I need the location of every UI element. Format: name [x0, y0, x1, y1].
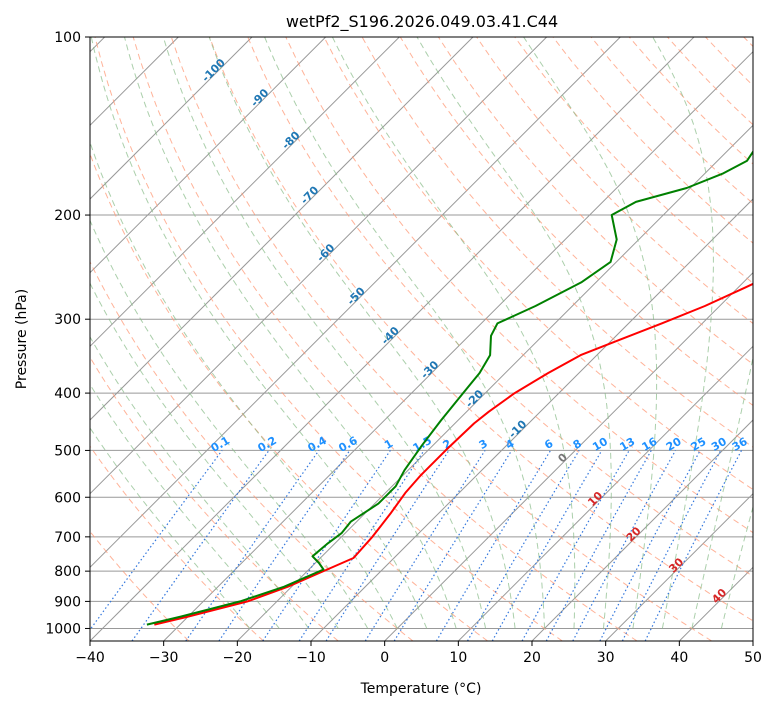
mixing-ratio-line: [521, 450, 630, 641]
isotherm-grid: [90, 37, 753, 641]
x-tick-label: −30: [149, 650, 179, 666]
y-tick-label: 500: [54, 443, 81, 459]
mixing-ratio-line: [572, 450, 677, 641]
x-axis: −40 −30 −20 −10 0 10 20 30 40 50: [75, 641, 762, 666]
x-tick-label: 10: [449, 650, 467, 666]
y-tick-label: 600: [54, 490, 81, 506]
y-tick-label: 200: [54, 208, 81, 224]
dry-adiabat-line: [90, 260, 414, 641]
y-axis-label: Pressure (hPa): [14, 289, 30, 389]
mixing-ratio-line: [621, 450, 722, 641]
y-tick-label: 100: [54, 30, 81, 46]
mixing-ratio-line: [325, 450, 450, 641]
dry-adiabat-line: [247, 37, 753, 577]
moist-adiabat-line: [720, 505, 753, 629]
mixing-ratio-line: [393, 450, 513, 641]
isotherm-line: [531, 419, 753, 641]
isotherm-line: [90, 37, 400, 348]
moist-adiabat-line: [90, 282, 339, 629]
moist-adiabat-line: [90, 37, 428, 629]
moist-adiabat-line: [264, 37, 545, 629]
dry-adiabat-line: [323, 37, 753, 491]
x-tick-label: −20: [223, 650, 253, 666]
y-tick-label: 800: [54, 564, 81, 580]
mixing-ratio-line: [644, 450, 743, 641]
x-tick-label: 20: [523, 650, 541, 666]
dry-adiabat-line: [285, 37, 753, 534]
isotherm-line: [163, 50, 753, 641]
dry-adiabat-line: [90, 356, 339, 641]
profiles: [146, 150, 753, 626]
y-tick-label: 300: [54, 312, 81, 328]
x-axis-label: Temperature (°C): [360, 681, 482, 697]
isobar-grid: [90, 37, 753, 629]
isotherm-line: [90, 37, 548, 495]
isotherm-line: [90, 37, 695, 641]
dry-adiabat-line: [476, 37, 753, 325]
moist-adiabat-line: [416, 37, 612, 629]
y-axis: 100 200 300 400 500 600 700 800 900 1000: [45, 30, 90, 637]
x-tick-label: 40: [670, 650, 688, 666]
dry-adiabats: [90, 37, 753, 641]
isotherm-line: [90, 37, 621, 569]
y-tick-label: 700: [54, 530, 81, 546]
dry-adiabat-line: [514, 37, 753, 284]
moist-adiabat-line: [523, 37, 658, 629]
temperature-profile-line: [154, 282, 753, 626]
mixing-ratio-line: [262, 450, 391, 641]
chart-title: wetPf2_S196.2026.049.03.41.C44: [286, 12, 558, 32]
y-tick-label: 900: [54, 594, 81, 610]
moist-adiabat-line: [90, 140, 398, 629]
moist-adiabats: [90, 37, 753, 629]
isotherm-line: [457, 345, 753, 641]
isotherm-line: [90, 37, 253, 200]
dry-adiabat-line: [90, 445, 264, 641]
moist-adiabat-line: [90, 336, 310, 629]
plot-frame: [89, 36, 754, 642]
x-tick-label: −40: [75, 650, 105, 666]
dry-adiabat-line: [170, 37, 712, 641]
mixing-ratio-line: [185, 450, 320, 641]
x-tick-label: 0: [380, 650, 389, 666]
isotherm-line: [384, 271, 753, 641]
x-tick-label: 30: [597, 650, 615, 666]
y-tick-label: 1000: [45, 621, 81, 637]
dewpoint-profile-line: [146, 150, 753, 626]
mixing-ratio-line: [218, 450, 351, 641]
moist-adiabat-line: [652, 37, 714, 629]
y-tick-label: 400: [54, 386, 81, 402]
isotherm-line: [236, 124, 753, 641]
moist-adiabat-line: [90, 219, 369, 629]
moist-adiabat-line: [208, 37, 516, 629]
x-tick-label: −10: [296, 650, 326, 666]
isotherm-line: [605, 492, 753, 641]
dry-adiabat-line: [209, 37, 753, 622]
mixing-ratio-line: [545, 450, 652, 641]
mixing-ratio-line: [131, 450, 270, 641]
mixing-ratio-lines: [90, 450, 743, 641]
mixing-ratio-line: [90, 450, 223, 631]
x-tick-label: 50: [744, 650, 762, 666]
moist-adiabat-line: [124, 37, 457, 629]
isotherm-line: [90, 37, 327, 274]
isotherm-line: [90, 37, 474, 421]
moist-adiabat-line: [90, 426, 251, 629]
moist-adiabat-line: [691, 355, 753, 629]
moist-adiabat-line: [162, 37, 487, 629]
mixing-ratio-line: [298, 450, 425, 641]
moist-adiabat-line: [90, 383, 280, 629]
dry-adiabat-line: [94, 37, 563, 641]
